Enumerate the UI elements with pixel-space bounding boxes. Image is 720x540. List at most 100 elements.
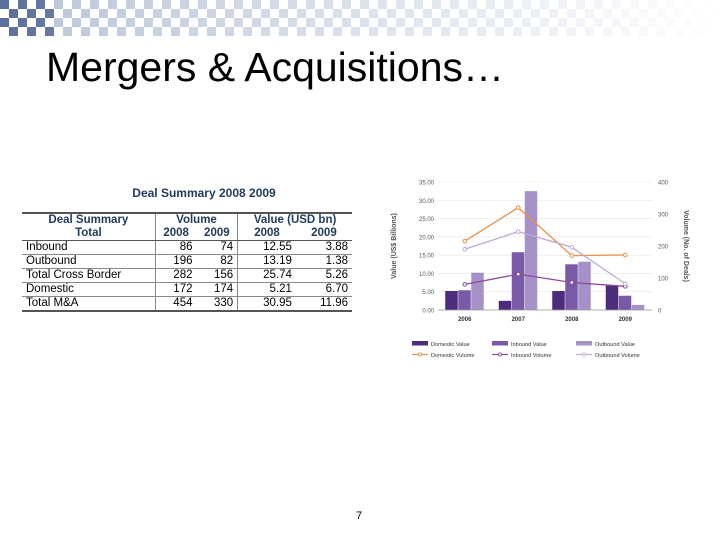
y-tick-label: 10.00 <box>419 272 435 278</box>
header-cell: 2009 <box>196 227 238 241</box>
legend-label: Outbound Volume <box>595 353 640 359</box>
table-subheader-row: Total 2008 2009 2008 2009 <box>22 227 352 241</box>
series-point <box>569 280 575 285</box>
series-point <box>515 205 521 210</box>
series-point <box>515 229 521 234</box>
bar <box>605 285 619 310</box>
row-label: Outbound <box>22 254 156 269</box>
table-cell: 30.95 <box>237 296 296 312</box>
header-cell: Total <box>22 227 156 241</box>
bar <box>498 300 512 310</box>
y-tick-label: 20.00 <box>419 235 435 241</box>
row-label: Total M&A <box>22 296 156 312</box>
table-cell: 172 <box>154 282 197 297</box>
header-cell: 2009 <box>295 227 352 241</box>
bar <box>445 290 458 310</box>
bar <box>578 261 591 310</box>
y-tick-label: 30.00 <box>419 199 435 205</box>
series-point <box>462 238 468 244</box>
chart-svg: 0.00 5.00 10.00 15.00 20.00 25.00 30.00 35.00 0 1… <box>391 181 689 360</box>
header-cell: Volume <box>154 212 238 227</box>
series-point <box>569 253 575 258</box>
y-tick-label: 15.00 <box>419 254 435 260</box>
legend-label: Domestic Value <box>431 342 470 348</box>
table-cell: 74 <box>196 240 238 255</box>
legend-label: Inbound Volume <box>511 353 551 359</box>
table-cell: 25.74 <box>237 268 296 283</box>
legend-marker <box>497 352 503 357</box>
header-cell: 2008 <box>154 227 197 241</box>
y2-tick-label: 0 <box>658 309 662 315</box>
series-point <box>622 252 628 258</box>
legend-label: Outbound Value <box>595 342 635 348</box>
header-cell: 2008 <box>237 227 296 241</box>
x-tick-label: 2008 <box>565 317 579 323</box>
y-tick-label: 25.00 <box>419 217 435 223</box>
row-label: Inbound <box>22 240 156 255</box>
table-cell: 330 <box>196 296 238 312</box>
y-tick-label: 35.00 <box>419 181 435 187</box>
table-cell: 196 <box>154 254 197 269</box>
y2-tick-label: 200 <box>658 245 669 251</box>
table-row: Outbound 196 82 13.19 1.38 <box>22 254 352 269</box>
y2-axis-label: Volume (No. of Deals) <box>682 210 689 282</box>
legend-label: Domestic Volume <box>431 353 475 359</box>
page-number: 7 <box>356 510 363 522</box>
legend-swatch <box>412 341 428 346</box>
series-point <box>569 244 575 250</box>
legend-swatch <box>492 341 508 346</box>
series-line <box>464 273 626 287</box>
table-row: Domestic 172 174 5.21 6.70 <box>22 282 352 297</box>
header-cell: Value (USD bn) <box>237 212 352 227</box>
table-cell: 6.70 <box>295 282 352 297</box>
bar <box>552 290 565 310</box>
x-tick-label: 2006 <box>458 317 472 323</box>
decorative-checker-band <box>0 0 720 40</box>
legend-swatch <box>576 341 592 346</box>
series-point <box>622 281 628 287</box>
x-tick-label: 2009 <box>619 317 633 323</box>
y2-tick-label: 100 <box>658 277 669 283</box>
table-cell: 174 <box>196 282 238 297</box>
table-cell: 86 <box>154 240 197 255</box>
row-label: Total Cross Border <box>22 268 156 283</box>
table-cell: 282 <box>154 268 197 283</box>
deal-summary-table: Deal Summary Volume Value (USD bn) Total… <box>22 212 352 312</box>
series-point <box>462 246 468 252</box>
y2-tick-label: 400 <box>658 181 669 187</box>
series-point <box>462 282 468 287</box>
header-cell: Deal Summary <box>22 212 156 227</box>
table-row: Inbound 86 74 12.55 3.88 <box>22 240 352 255</box>
table-cell: 3.88 <box>295 240 352 255</box>
table-header-row: Deal Summary Volume Value (USD bn) <box>22 212 352 227</box>
bar <box>458 290 471 310</box>
y-axis-label: Value (US$ Billions) <box>391 213 398 279</box>
table-caption: Deal Summary 2008 2009 <box>132 186 276 200</box>
table-cell: 5.21 <box>237 282 296 297</box>
mna-combo-chart: 0.00 5.00 10.00 15.00 20.00 25.00 30.00 35.00 0 1… <box>380 168 690 368</box>
deal-summary-table-block: Deal Summary 2008 2009 Deal Summary Volu… <box>22 186 358 312</box>
series-point <box>515 271 521 277</box>
series-line <box>464 230 626 285</box>
table-row: Total Cross Border 282 156 25.74 5.26 <box>22 268 352 283</box>
legend-label: Inbound Value <box>511 342 547 348</box>
slide-title: Mergers & Acquisitions… <box>46 44 505 90</box>
legend-marker <box>581 352 587 357</box>
bar <box>565 264 578 310</box>
y-tick-label: 0.00 <box>422 309 434 315</box>
table-cell: 82 <box>196 254 238 269</box>
bar <box>471 272 484 310</box>
series-line <box>464 206 626 257</box>
bar <box>618 295 632 310</box>
y-tick-label: 5.00 <box>422 290 434 296</box>
x-tick-label: 2007 <box>512 317 526 323</box>
table-cell: 156 <box>196 268 238 283</box>
table-cell: 11.96 <box>295 296 352 312</box>
table-row: Total M&A 454 330 30.95 11.96 <box>22 296 352 312</box>
bar <box>631 304 645 310</box>
table-cell: 454 <box>154 296 197 312</box>
table-cell: 1.38 <box>295 254 352 269</box>
table-cell: 13.19 <box>237 254 296 269</box>
bar <box>511 252 525 310</box>
table-cell: 5.26 <box>295 268 352 283</box>
